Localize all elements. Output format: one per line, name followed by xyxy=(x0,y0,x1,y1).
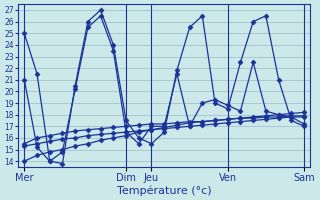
X-axis label: Température (°c): Température (°c) xyxy=(117,185,212,196)
